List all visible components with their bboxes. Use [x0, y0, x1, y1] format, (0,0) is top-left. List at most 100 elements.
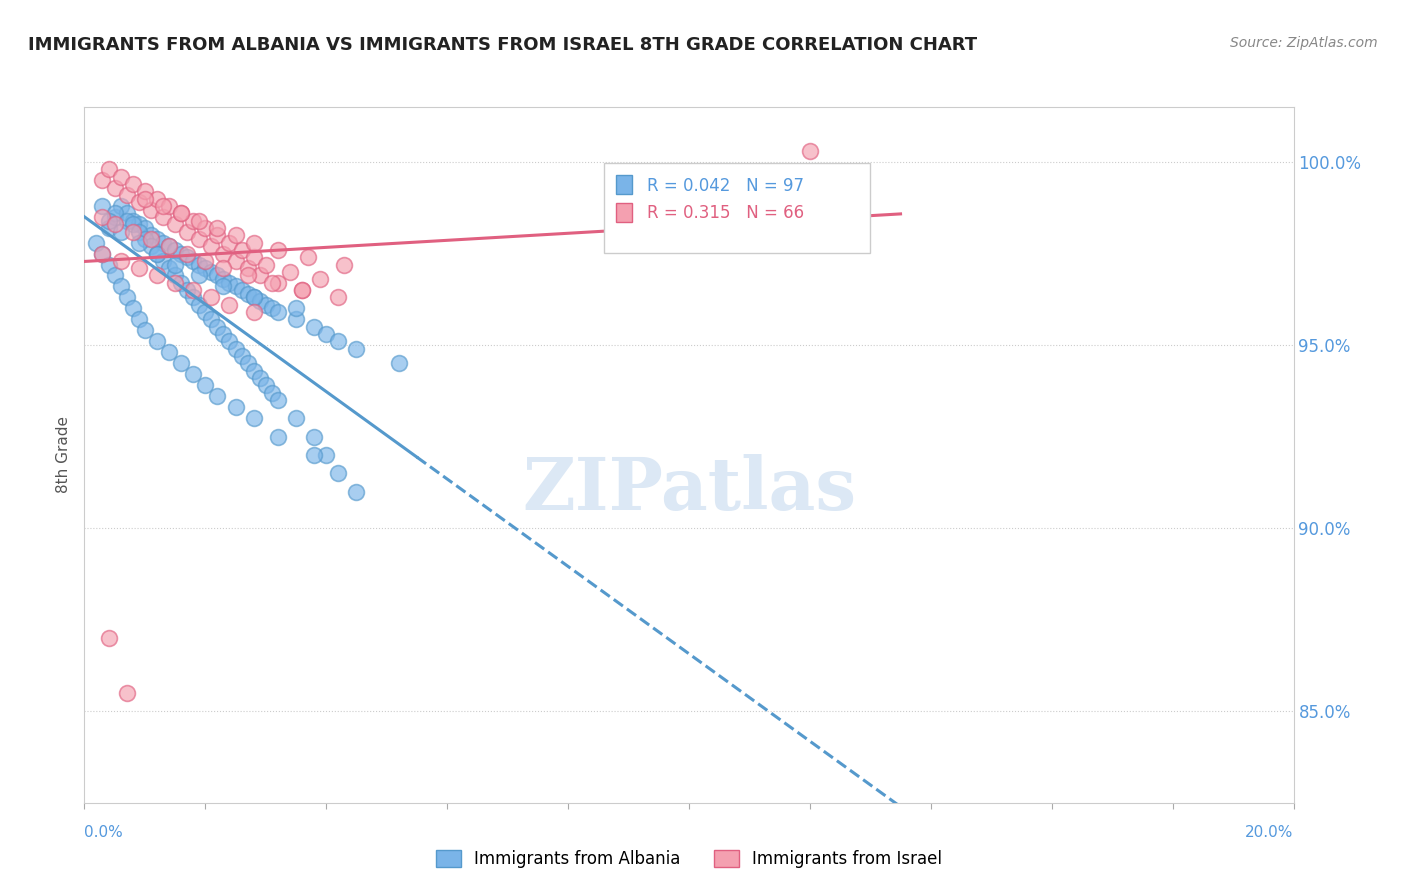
Point	[128, 225, 150, 239]
Point	[254, 258, 277, 272]
Point	[188, 268, 211, 283]
Point	[181, 213, 204, 227]
Point	[176, 283, 198, 297]
Point	[176, 246, 198, 260]
Point	[91, 246, 114, 260]
Point	[157, 345, 180, 359]
Point	[188, 258, 211, 272]
Point	[242, 250, 264, 264]
Point	[302, 429, 325, 443]
Text: IMMIGRANTS FROM ALBANIA VS IMMIGRANTS FROM ISRAEL 8TH GRADE CORRELATION CHART: IMMIGRANTS FROM ALBANIA VS IMMIGRANTS FR…	[28, 36, 977, 54]
Point	[104, 217, 127, 231]
Point	[115, 213, 138, 227]
Point	[218, 298, 240, 312]
Point	[146, 246, 169, 260]
Point	[242, 290, 264, 304]
Point	[121, 213, 143, 227]
Point	[200, 239, 222, 253]
Point	[212, 261, 235, 276]
Point	[260, 276, 283, 290]
Point	[267, 305, 290, 319]
Point	[200, 290, 222, 304]
Text: R = 0.315   N = 66: R = 0.315 N = 66	[647, 204, 804, 222]
Point	[194, 378, 217, 392]
Point	[139, 232, 162, 246]
Point	[285, 312, 308, 326]
Point	[110, 199, 132, 213]
Point	[146, 334, 169, 349]
Point	[165, 217, 187, 231]
Point	[302, 319, 325, 334]
Point	[181, 290, 204, 304]
Text: ZIPatlas: ZIPatlas	[522, 454, 856, 525]
Point	[328, 467, 350, 481]
Point	[91, 199, 114, 213]
Point	[146, 246, 169, 260]
Point	[134, 184, 156, 198]
Point	[799, 144, 821, 158]
Point	[267, 276, 290, 290]
Point	[260, 301, 283, 316]
Point	[165, 276, 187, 290]
Point	[121, 225, 143, 239]
Point	[207, 220, 229, 235]
Point	[212, 246, 235, 260]
Point	[91, 246, 114, 260]
Point	[242, 290, 264, 304]
Point	[128, 235, 150, 250]
Point	[254, 298, 277, 312]
Point	[157, 239, 180, 253]
FancyBboxPatch shape	[605, 162, 870, 253]
Point	[346, 484, 368, 499]
Point	[218, 235, 240, 250]
Point	[236, 356, 259, 370]
Point	[97, 162, 120, 177]
Point	[121, 177, 143, 191]
Point	[170, 356, 193, 370]
Point	[388, 356, 411, 370]
Point	[328, 290, 350, 304]
Point	[134, 232, 156, 246]
Point	[231, 349, 253, 363]
Point	[200, 312, 222, 326]
Point	[236, 286, 259, 301]
Point	[134, 192, 156, 206]
Point	[152, 235, 174, 250]
Point	[333, 258, 356, 272]
Point	[218, 276, 240, 290]
Point	[104, 210, 127, 224]
Point	[194, 261, 217, 276]
Point	[194, 253, 217, 268]
Point	[188, 213, 211, 227]
Point	[267, 429, 290, 443]
Text: 20.0%: 20.0%	[1246, 825, 1294, 840]
Text: 0.0%: 0.0%	[84, 825, 124, 840]
Point	[207, 389, 229, 403]
Point	[146, 192, 169, 206]
Point	[267, 392, 290, 407]
Point	[97, 220, 120, 235]
Point	[346, 342, 368, 356]
Point	[225, 279, 247, 293]
Point	[110, 225, 132, 239]
Point	[128, 217, 150, 231]
Point	[181, 253, 204, 268]
Point	[285, 411, 308, 425]
Point	[315, 448, 337, 462]
FancyBboxPatch shape	[616, 175, 631, 194]
Point	[225, 342, 247, 356]
Point	[152, 199, 174, 213]
Point	[188, 232, 211, 246]
Point	[134, 323, 156, 337]
Point	[165, 268, 187, 283]
Point	[328, 334, 350, 349]
Point	[170, 206, 193, 220]
Point	[97, 258, 120, 272]
Point	[249, 268, 271, 283]
Point	[128, 195, 150, 210]
Point	[86, 235, 108, 250]
Point	[110, 169, 132, 184]
Point	[157, 199, 180, 213]
Point	[134, 220, 156, 235]
Point	[291, 283, 314, 297]
